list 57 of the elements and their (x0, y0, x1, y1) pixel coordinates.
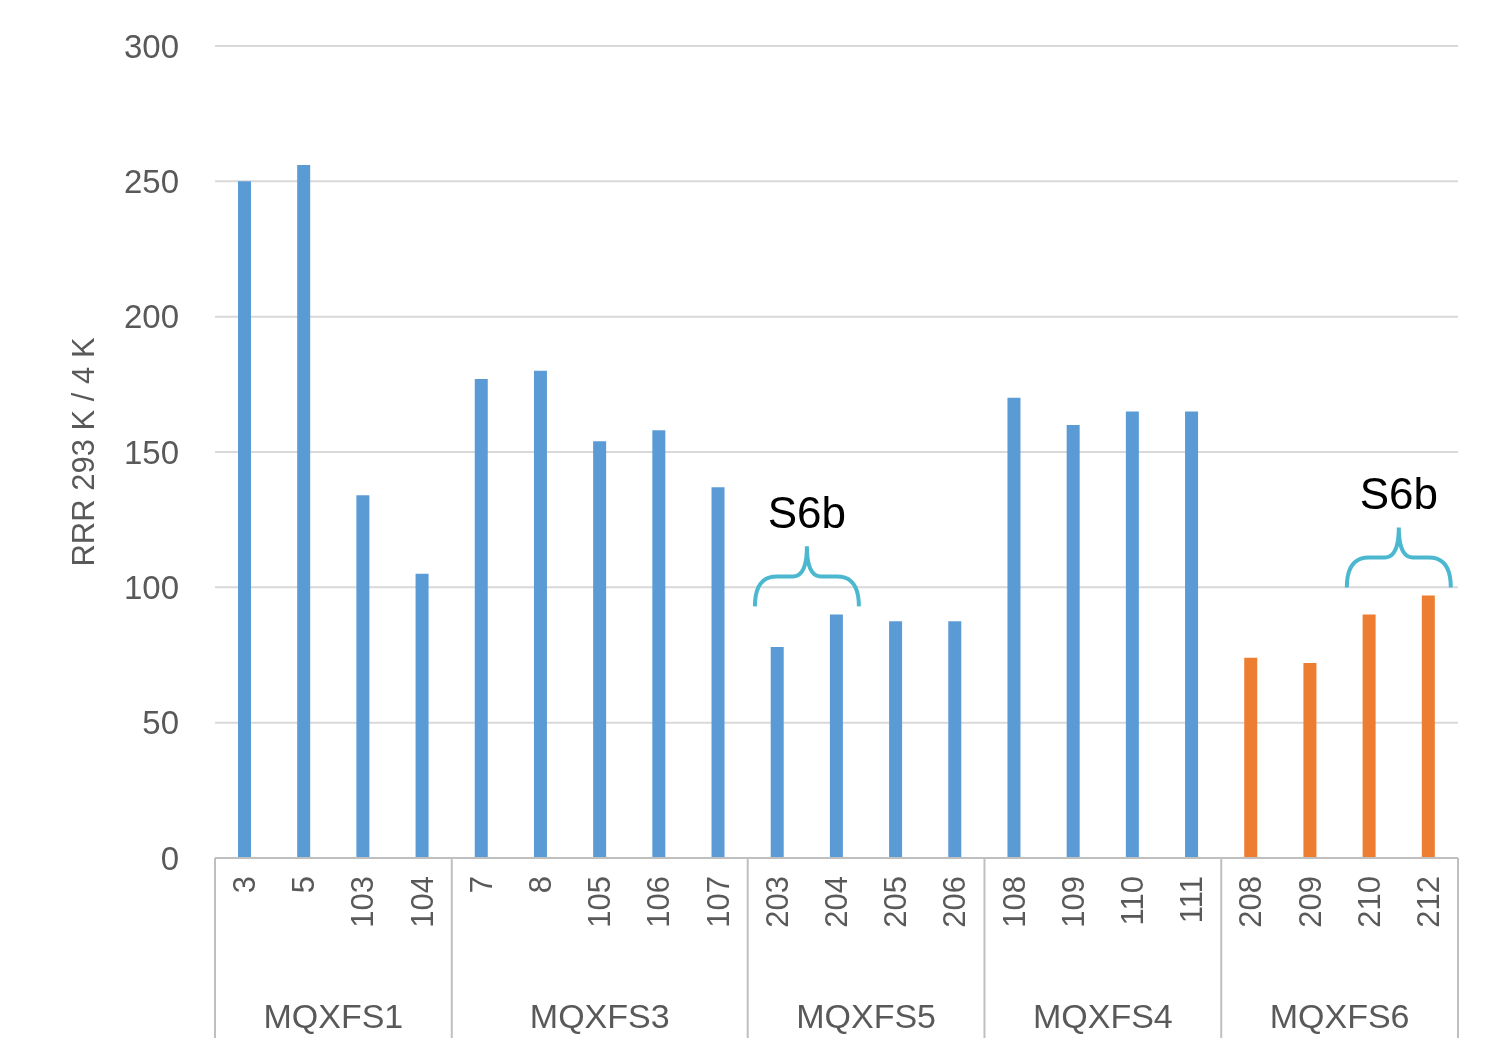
x-tick-label: 212 (1410, 876, 1446, 928)
text: MQXFS1 (263, 997, 404, 1035)
x-tick-label: 210 (1351, 876, 1387, 928)
bar (1185, 411, 1199, 858)
y-tick-label: 300 (123, 27, 179, 65)
x-tick-label: 104 (404, 876, 440, 928)
text: MQXFS6 (1269, 997, 1410, 1035)
text: MQXFS5 (796, 997, 936, 1035)
x-tick-label: 203 (759, 876, 795, 928)
bar (238, 181, 251, 858)
y-tick-label: 0 (160, 839, 179, 877)
text: MQXFS3 (529, 997, 670, 1035)
bar (711, 487, 725, 858)
bar (356, 495, 370, 858)
x-tick-label: 106 (641, 876, 677, 928)
y-axis-title: RRR 293 K / 4 K (66, 337, 102, 567)
x-tick-label: 105 (582, 876, 618, 928)
bar (829, 614, 843, 858)
x-tick-label: 103 (345, 876, 381, 928)
bar (1362, 614, 1376, 858)
bar (297, 165, 311, 858)
bar (1421, 595, 1435, 858)
x-tick-label: 209 (1292, 876, 1328, 928)
y-tick-label: 150 (123, 433, 179, 471)
bar (1066, 424, 1080, 858)
bar (948, 621, 962, 858)
x-tick-label: 110 (1114, 876, 1150, 926)
y-tick-label: 250 (123, 163, 179, 201)
bar (533, 370, 547, 858)
bar (652, 430, 666, 858)
bar (1303, 663, 1317, 858)
y-tick-label: 50 (142, 704, 179, 742)
bar (1007, 397, 1021, 858)
x-tick-label: 108 (996, 876, 1032, 928)
bar (1244, 657, 1258, 858)
annotation: S6b (1359, 469, 1438, 519)
x-tick-label: 208 (1233, 876, 1269, 928)
bar (415, 573, 429, 858)
x-tick-label: 204 (819, 876, 854, 928)
x-tick-label: 5 (286, 876, 322, 894)
y-tick-label: 100 (123, 569, 179, 607)
x-tick-label: 107 (700, 876, 736, 928)
bar (474, 378, 488, 858)
bar (770, 646, 784, 858)
y-tick-label: 200 (123, 298, 179, 336)
x-tick-label: 8 (523, 876, 559, 894)
x-tick-label: 206 (937, 876, 973, 928)
bar (593, 441, 607, 858)
x-tick-label: 111 (1174, 876, 1210, 924)
bar (1125, 411, 1139, 858)
annotation: S6b (767, 488, 847, 538)
x-tick-label: 205 (878, 876, 914, 928)
text: MQXFS4 (1032, 997, 1173, 1035)
x-tick-label: 109 (1055, 876, 1091, 928)
bar (889, 621, 903, 858)
x-tick-label: 7 (463, 876, 499, 894)
x-tick-label: 3 (227, 876, 263, 894)
